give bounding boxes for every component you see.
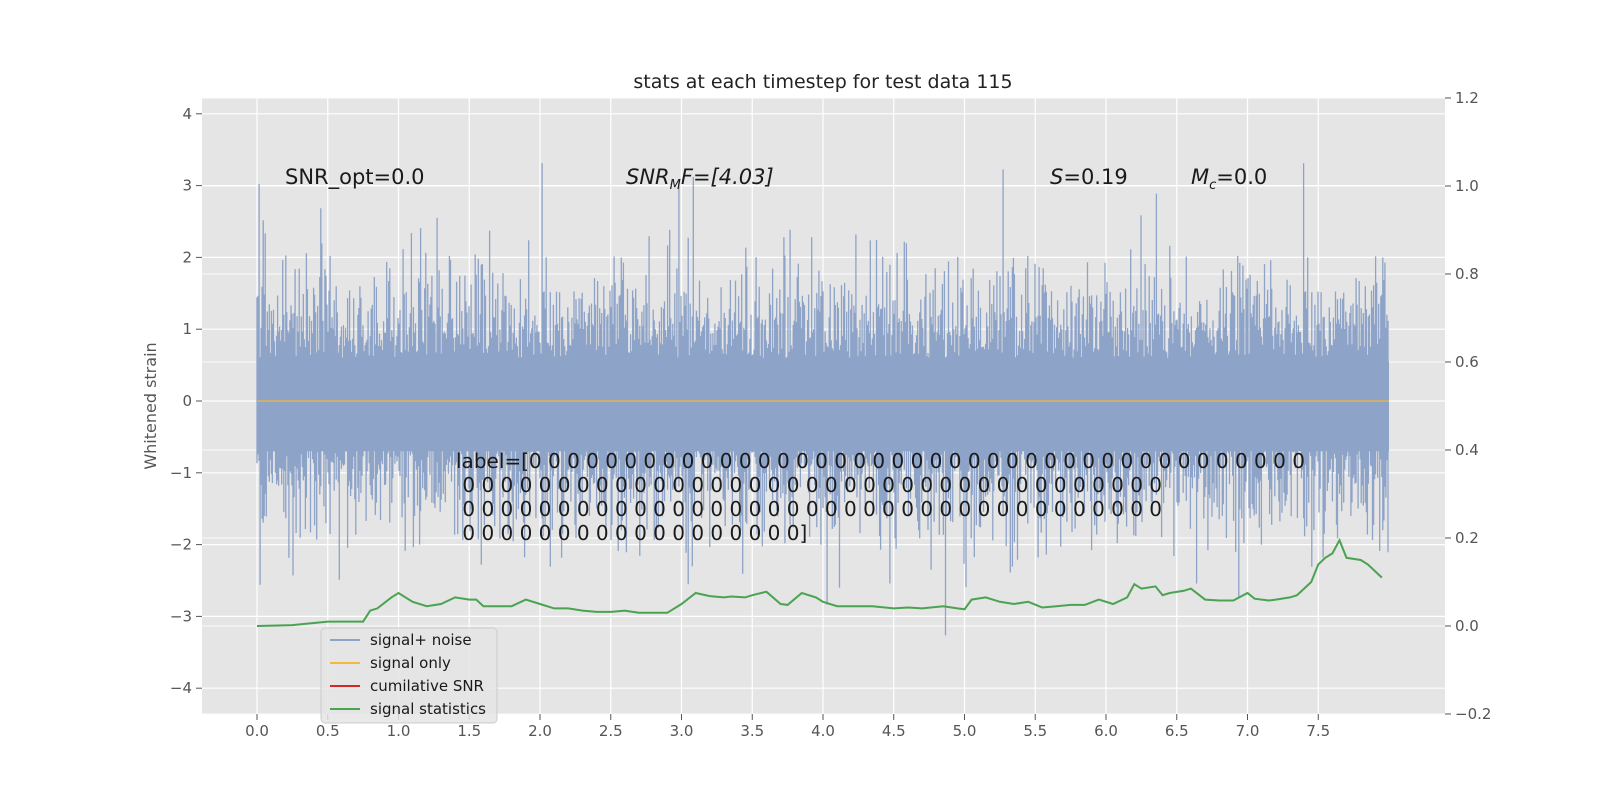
y2-tick-label: 0.8 xyxy=(1455,265,1479,283)
y-tick-label: 2 xyxy=(182,248,192,266)
x-tick-label: 0.0 xyxy=(245,722,269,740)
signal-statistics-series xyxy=(256,537,1383,627)
noise-band-core xyxy=(257,361,1389,452)
label-line: 0 0 0 0 0 0 0 0 0 0 0 0 0 0 0 0 0 0 0 0 … xyxy=(456,473,1162,497)
snr-mf-annotation: SNRMF=[4.03] xyxy=(626,165,774,193)
snr-mf-value: F=[4.03] xyxy=(681,165,774,189)
legend-label-signal-only: signal only xyxy=(370,654,451,672)
chart-title: stats at each timestep for test data 115 xyxy=(633,71,1012,93)
x-tick-label: 4.5 xyxy=(882,722,906,740)
legend-box xyxy=(320,627,498,724)
s-symbol: S xyxy=(1050,165,1063,189)
y2-axis-ticks: 1.2 1.0 0.8 0.6 0.4 0.2 0.0 −0.2 xyxy=(1445,89,1491,723)
y2-tick-label: 0.6 xyxy=(1455,353,1479,371)
x-tick-label: 3.5 xyxy=(740,722,764,740)
mc-subscript: c xyxy=(1209,178,1216,193)
x-tick-label: 2.5 xyxy=(599,722,623,740)
label-line: 0 0 0 0 0 0 0 0 0 0 0 0 0 0 0 0 0 0 0 0 … xyxy=(456,497,1162,521)
legend-label-signal-statistics: signal statistics xyxy=(370,700,486,718)
legend-label-signal-noise: signal+ noise xyxy=(370,631,472,649)
y2-tick-label: 1.2 xyxy=(1455,89,1479,107)
x-tick-label: 6.0 xyxy=(1094,722,1118,740)
y2-tick-label: 0.0 xyxy=(1455,617,1479,635)
label-line: label=[0 0 0 0 0 0 0 0 0 0 0 0 0 0 0 0 0… xyxy=(456,449,1305,473)
x-tick-label: 0.5 xyxy=(316,722,340,740)
y-tick-label: 1 xyxy=(182,320,192,338)
x-tick-label: 1.5 xyxy=(457,722,481,740)
mc-value: =0.0 xyxy=(1216,165,1267,189)
y2-tick-label: −0.2 xyxy=(1455,705,1491,723)
y-tick-label: −4 xyxy=(170,679,192,697)
s-value: =0.19 xyxy=(1063,165,1127,189)
x-tick-label: 5.5 xyxy=(1023,722,1047,740)
x-tick-label: 7.5 xyxy=(1306,722,1330,740)
x-tick-label: 7.0 xyxy=(1236,722,1260,740)
label-annotation: label=[0 0 0 0 0 0 0 0 0 0 0 0 0 0 0 0 0… xyxy=(456,449,1305,545)
snr-mf-symbol: SNR xyxy=(626,165,670,189)
mc-annotation: Mc=0.0 xyxy=(1191,165,1267,193)
x-tick-label: 2.0 xyxy=(528,722,552,740)
y-axis-label: Whitened strain xyxy=(141,342,160,469)
x-tick-label: 4.0 xyxy=(811,722,835,740)
y-axis-ticks: 4 3 2 1 0 −1 −2 −3 −4 xyxy=(170,105,202,697)
y-tick-label: −3 xyxy=(170,607,192,625)
label-line: 0 0 0 0 0 0 0 0 0 0 0 0 0 0 0 0 0 0] xyxy=(456,521,807,545)
x-tick-label: 1.0 xyxy=(387,722,411,740)
y2-tick-label: 1.0 xyxy=(1455,177,1479,195)
s-annotation: S=0.19 xyxy=(1050,165,1128,189)
x-tick-label: 5.0 xyxy=(953,722,977,740)
y-tick-label: 0 xyxy=(182,392,192,410)
mc-symbol: M xyxy=(1191,165,1209,189)
y2-tick-label: 0.2 xyxy=(1455,529,1479,547)
x-tick-label: 3.0 xyxy=(670,722,694,740)
signal-noise-series xyxy=(256,163,1389,636)
snr-mf-subscript: M xyxy=(670,178,681,193)
y-tick-label: −2 xyxy=(170,536,192,554)
legend-label-cumulative-snr: cumilative SNR xyxy=(370,677,484,695)
y-tick-label: 4 xyxy=(182,105,192,123)
snr-opt-annotation: SNR_opt=0.0 xyxy=(285,165,425,190)
y-tick-label: 3 xyxy=(182,177,192,195)
y2-tick-label: 0.4 xyxy=(1455,441,1479,459)
x-axis-ticks: 0.0 0.5 1.0 1.5 2.0 2.5 3.0 3.5 4.0 4.5 5.0 5.5 6.0 6… xyxy=(245,714,1330,740)
y-tick-label: −1 xyxy=(170,464,192,482)
legend: signal+ noise signal only cumilative SNR… xyxy=(320,627,498,724)
x-tick-label: 6.5 xyxy=(1165,722,1189,740)
